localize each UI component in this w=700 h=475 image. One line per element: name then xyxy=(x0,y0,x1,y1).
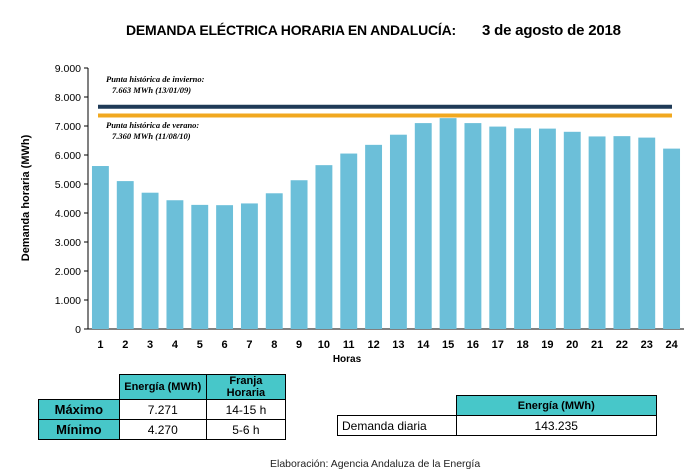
y-tick-label: 9.000 xyxy=(55,63,81,75)
y-tick-label: 8.000 xyxy=(55,92,81,104)
daily-energy-header: Energía (MWh) xyxy=(455,395,657,416)
time-range-header: Franja Horaria xyxy=(205,374,287,400)
bar xyxy=(464,123,482,329)
bar xyxy=(538,128,556,329)
x-tick-label: 4 xyxy=(172,339,179,351)
reference-label: Punta histórica de invierno: xyxy=(106,74,205,84)
bar xyxy=(638,137,656,329)
y-tick-label: 5.000 xyxy=(55,179,81,191)
x-tick-label: 10 xyxy=(318,339,330,351)
x-tick-label: 2 xyxy=(122,339,128,351)
reference-value: 7.360 MWh (11/08/10) xyxy=(112,131,191,141)
x-tick-label: 3 xyxy=(147,339,153,351)
min-range: 5-6 h xyxy=(205,419,287,440)
bar xyxy=(91,166,109,329)
bar xyxy=(141,192,159,329)
y-tick-label: 6.000 xyxy=(55,150,81,162)
x-tick-label: 7 xyxy=(246,339,252,351)
bar xyxy=(663,148,681,329)
y-tick-label: 2.000 xyxy=(55,266,81,278)
x-tick-label: 14 xyxy=(417,339,430,351)
daily-value: 143.235 xyxy=(455,415,657,436)
bar xyxy=(290,180,308,329)
x-tick-label: 22 xyxy=(616,339,628,351)
x-tick-label: 11 xyxy=(343,339,355,351)
x-tick-label: 20 xyxy=(566,339,578,351)
footer-credit: Elaboración: Agencia Andaluza de la Ener… xyxy=(270,458,481,470)
x-tick-label: 6 xyxy=(222,339,228,351)
x-tick-label: 24 xyxy=(665,339,678,351)
bar xyxy=(166,200,184,329)
max-min-table: Energía (MWh) Franja Horaria Máximo 7.27… xyxy=(38,374,287,440)
x-tick-label: 15 xyxy=(442,339,454,351)
x-tick-label: 23 xyxy=(641,339,653,351)
bar xyxy=(588,136,606,329)
max-label: Máximo xyxy=(38,399,120,420)
x-tick-label: 13 xyxy=(392,339,404,351)
x-tick-label: 21 xyxy=(591,339,603,351)
page-title: DEMANDA ELÉCTRICA HORARIA EN ANDALUCÍA: … xyxy=(126,22,621,39)
y-tick-label: 7.000 xyxy=(55,121,81,133)
bar xyxy=(439,118,457,330)
bar xyxy=(563,131,581,329)
x-tick-label: 8 xyxy=(271,339,277,351)
bar xyxy=(613,136,631,329)
x-tick-label: 12 xyxy=(367,339,379,351)
daily-demand-table: Energía (MWh) Demanda diaria 143.235 xyxy=(337,395,657,436)
x-tick-label: 17 xyxy=(492,339,504,351)
table-row: Mínimo 4.270 5-6 h xyxy=(38,419,287,440)
x-tick-label: 16 xyxy=(467,339,479,351)
bar xyxy=(514,128,532,329)
energy-header: Energía (MWh) xyxy=(118,374,207,400)
min-label: Mínimo xyxy=(38,419,120,440)
x-tick-label: 19 xyxy=(541,339,553,351)
bar xyxy=(414,123,432,329)
bar xyxy=(116,181,134,329)
bar xyxy=(315,165,333,329)
table-row: Demanda diaria 143.235 xyxy=(337,415,657,436)
x-tick-label: 18 xyxy=(516,339,528,351)
bar xyxy=(389,134,407,329)
y-tick-label: 3.000 xyxy=(55,237,81,249)
x-tick-label: 1 xyxy=(97,339,103,351)
bar xyxy=(265,193,283,329)
bar xyxy=(489,126,507,329)
bar xyxy=(216,205,234,329)
reference-value: 7.663 MWh (13/01/09) xyxy=(112,85,191,95)
bar xyxy=(340,153,358,329)
bar xyxy=(365,144,383,329)
y-tick-label: 0 xyxy=(75,324,81,336)
x-tick-label: 9 xyxy=(296,339,302,351)
y-tick-label: 1.000 xyxy=(55,295,81,307)
chart-date: 3 de agosto de 2018 xyxy=(482,22,621,39)
bar-chart: 0 1.000 2.000 3.000 4.000 5.000 6.000 7.000 8.00… xyxy=(20,63,684,365)
y-axis-title: Demanda horaria (MWh) xyxy=(20,134,32,261)
bar xyxy=(191,204,209,329)
daily-label: Demanda diaria xyxy=(337,415,457,436)
max-energy: 7.271 xyxy=(118,399,207,420)
chart-title: DEMANDA ELÉCTRICA HORARIA EN ANDALUCÍA: xyxy=(126,22,456,38)
x-axis-title: Horas xyxy=(333,354,362,365)
reference-label: Punta histórica de verano: xyxy=(106,120,199,130)
y-tick-label: 4.000 xyxy=(55,208,81,220)
max-range: 14-15 h xyxy=(205,399,287,420)
min-energy: 4.270 xyxy=(118,419,207,440)
bar xyxy=(240,203,258,329)
x-tick-label: 5 xyxy=(197,339,203,351)
table-row: Máximo 7.271 14-15 h xyxy=(38,399,287,420)
